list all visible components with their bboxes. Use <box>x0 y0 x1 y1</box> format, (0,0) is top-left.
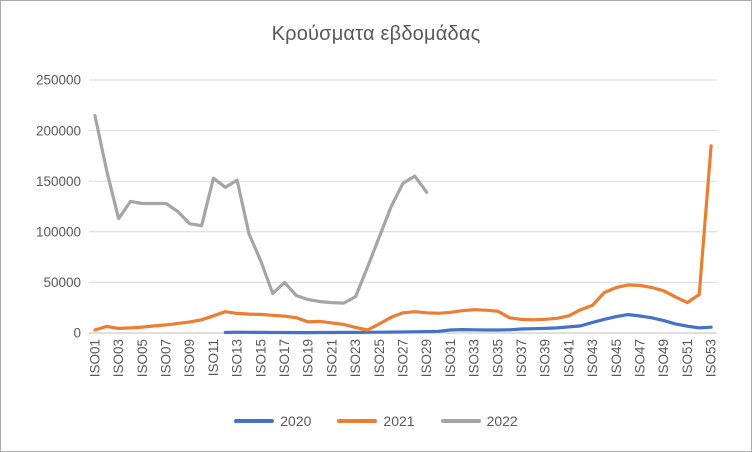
x-tick-label: ISO41 <box>561 339 576 377</box>
x-tick-label: ISO43 <box>585 339 600 377</box>
x-tick-label: ISO25 <box>372 339 387 377</box>
x-tick-label: ISO39 <box>538 339 553 377</box>
legend-label-2021: 2021 <box>383 413 415 429</box>
legend-swatch-2020 <box>234 419 275 423</box>
x-tick-label: ISO53 <box>704 339 719 377</box>
y-tick-label: 0 <box>73 326 81 341</box>
x-tick-label: ISO15 <box>253 339 268 377</box>
x-tick-label: ISO03 <box>111 339 126 377</box>
y-tick-label: 200000 <box>36 123 81 138</box>
series-line-2021 <box>93 144 713 332</box>
chart-legend: 2020 2021 2022 <box>1 413 751 429</box>
x-tick-label: ISO01 <box>87 339 102 377</box>
y-tick-label: 100000 <box>36 225 81 240</box>
legend-swatch-2021 <box>337 419 378 423</box>
legend-item-2020[interactable]: 2020 <box>234 413 311 429</box>
x-tick-label: ISO47 <box>632 339 647 377</box>
x-tick-label: ISO21 <box>324 339 339 377</box>
legend-label-2022: 2022 <box>486 413 518 429</box>
y-tick-label: 50000 <box>43 275 81 290</box>
y-tick-label: 150000 <box>36 174 81 189</box>
x-tick-label: ISO07 <box>159 339 174 377</box>
legend-swatch-2022 <box>440 419 481 423</box>
x-tick-label: ISO31 <box>443 339 458 377</box>
x-tick-label: ISO05 <box>135 339 150 377</box>
x-tick-label: ISO49 <box>656 339 671 377</box>
x-tick-label: ISO33 <box>467 339 482 377</box>
x-tick-label: ISO51 <box>680 339 695 377</box>
x-tick-label: ISO37 <box>514 339 529 377</box>
x-tick-label: ISO13 <box>230 339 245 377</box>
x-tick-label: ISO17 <box>277 339 292 377</box>
chart-title: Κρούσματα εβδομάδας <box>271 23 481 45</box>
x-tick-label: ISO23 <box>348 339 363 377</box>
series-line-2020 <box>223 313 713 335</box>
x-tick-label: ISO19 <box>301 339 316 377</box>
x-tick-label: ISO45 <box>609 339 624 377</box>
legend-item-2021[interactable]: 2021 <box>337 413 415 429</box>
legend-item-2022[interactable]: 2022 <box>440 413 518 429</box>
y-tick-label: 250000 <box>36 73 81 88</box>
x-tick-label: ISO11 <box>206 339 221 376</box>
series-line-2022 <box>93 113 429 305</box>
x-tick-label: ISO09 <box>182 339 197 377</box>
x-tick-label: ISO27 <box>396 339 411 377</box>
x-tick-label: ISO35 <box>490 339 505 377</box>
legend-label-2020: 2020 <box>280 413 312 429</box>
x-tick-label: ISO29 <box>419 339 434 377</box>
